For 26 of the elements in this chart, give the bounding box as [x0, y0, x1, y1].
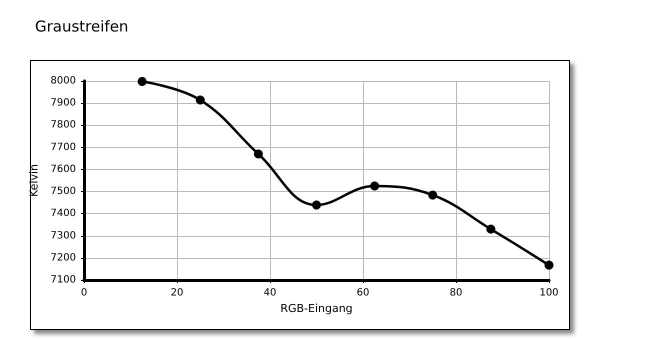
point: [138, 76, 147, 86]
y-tick-label: 7500: [50, 186, 76, 198]
y-tick-label: 7900: [50, 98, 76, 109]
point: [254, 149, 263, 158]
y-tick-label: 7800: [50, 120, 76, 131]
x-tick-label: 0: [80, 288, 88, 298]
y-tick-label: 8000: [50, 76, 76, 86]
y-tick-label: 7400: [50, 208, 76, 220]
point: [312, 200, 321, 210]
y-tick-label: 7600: [50, 164, 76, 175]
chart-title: Graustreifen: [35, 18, 128, 36]
y-tick-label: 7700: [50, 142, 76, 153]
point: [544, 260, 554, 270]
x-tick-label: 60: [356, 288, 370, 298]
y-tick-label: 7200: [50, 252, 76, 264]
point: [370, 182, 380, 191]
point: [428, 190, 438, 200]
y-tick-label: 7300: [50, 230, 76, 242]
x-tick-label: 40: [264, 288, 276, 298]
x-tick-label: 80: [450, 288, 462, 298]
x-tick-label: 100: [539, 288, 559, 298]
point: [196, 96, 205, 105]
y-tick-label: 7100: [50, 274, 76, 286]
x-axis-title: RGB-Eingang: [280, 302, 353, 315]
point: [486, 224, 496, 234]
x-tick-label: 20: [170, 288, 184, 298]
